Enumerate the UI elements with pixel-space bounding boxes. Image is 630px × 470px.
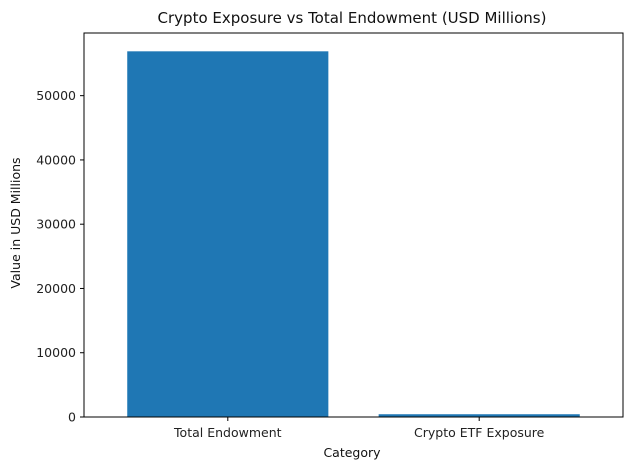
chart-title: Crypto Exposure vs Total Endowment (USD … — [158, 9, 547, 27]
x-tick-label: Crypto ETF Exposure — [414, 425, 545, 440]
plot-frame — [83, 32, 624, 418]
x-axis: Total Endowment Crypto ETF Exposure — [173, 417, 545, 440]
y-tick-label: 10000 — [36, 345, 76, 360]
x-tick-label: Total Endowment — [173, 425, 282, 440]
y-tick-label: 50000 — [36, 88, 76, 103]
y-tick-label: 0 — [68, 410, 76, 425]
x-axis-title: Category — [323, 445, 381, 460]
y-tick-label: 30000 — [36, 217, 76, 232]
plot-area — [83, 32, 624, 418]
y-axis: 0 10000 20000 30000 40000 50000 — [36, 88, 84, 425]
bar-2 — [378, 414, 580, 417]
y-tick-label: 20000 — [36, 281, 76, 296]
y-axis-title: Value in USD Millions — [8, 157, 23, 288]
y-tick-label: 40000 — [36, 152, 76, 167]
bar-1 — [127, 51, 329, 418]
